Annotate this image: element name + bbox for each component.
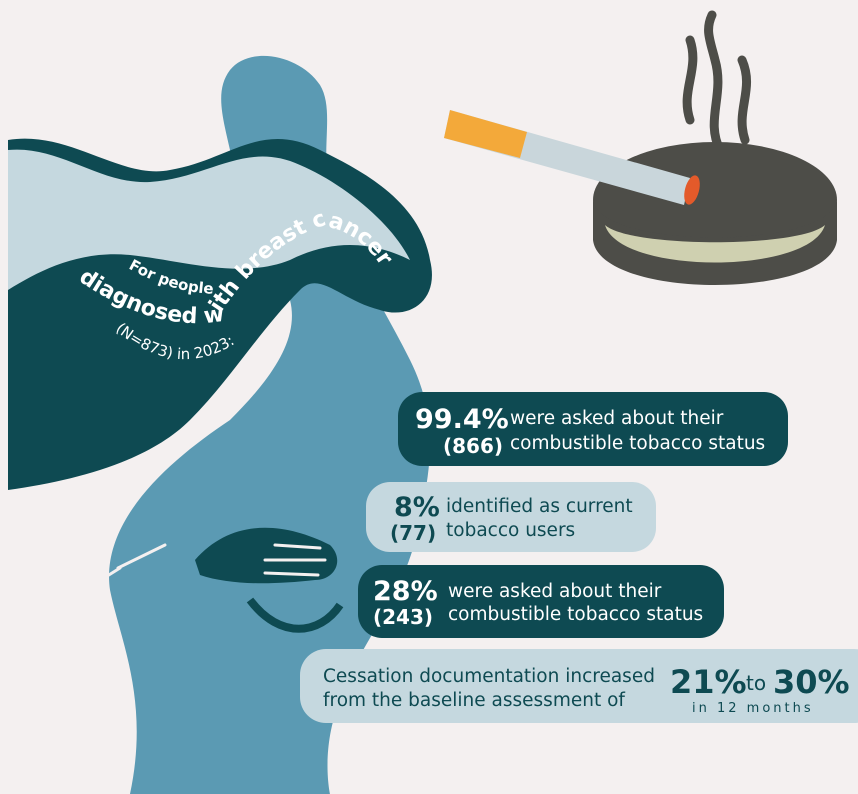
- stat-text: in 12 months: [692, 701, 814, 716]
- stat-text: combustible tobacco status: [448, 604, 703, 625]
- stat-pill: [358, 565, 724, 638]
- hair-light: [8, 149, 410, 290]
- cessation: Cessation documentation increased from t…: [300, 649, 858, 723]
- stat-pill: [300, 649, 858, 723]
- smoke: [682, 10, 751, 155]
- stat-text: to: [746, 671, 766, 695]
- woman-illustration: For people diagnosed with breast cancer …: [8, 55, 432, 794]
- stat-text: were asked about their: [448, 581, 662, 602]
- stat-3: 28% (243) were asked about their combust…: [358, 565, 724, 638]
- stat-text: from the baseline assessment of: [323, 690, 625, 711]
- stat-percent: 99.4%: [415, 404, 509, 435]
- stat-1: 99.4% (866) were asked about their combu…: [398, 392, 788, 466]
- hand: [195, 527, 338, 584]
- stat-text: tobacco users: [446, 520, 575, 541]
- stat-pill: [398, 392, 788, 466]
- stat-percent: 30%: [773, 663, 850, 701]
- ember: [684, 175, 700, 205]
- breast-line: [246, 597, 344, 633]
- ashtray-illustration: [444, 10, 837, 285]
- stat-count: (866): [443, 434, 503, 458]
- stat-percent: 21%: [670, 663, 747, 701]
- ashtray-band: [605, 225, 825, 263]
- stat-text: Cessation documentation increased: [323, 666, 655, 687]
- stat-count: (243): [373, 605, 433, 629]
- stat-text: were asked about their: [510, 408, 724, 429]
- stat-percent: 28%: [373, 576, 438, 607]
- arm-lines: [70, 543, 327, 600]
- filter: [444, 110, 527, 158]
- stat-percent: 8%: [394, 492, 440, 523]
- body: [109, 55, 430, 794]
- stat-text: combustible tobacco status: [510, 433, 765, 454]
- stat-pill: [366, 482, 656, 552]
- stat-2: 8% (77) identified as current tobacco us…: [366, 482, 656, 552]
- stat-count: (77): [390, 521, 436, 545]
- stat-text: identified as current: [446, 496, 633, 517]
